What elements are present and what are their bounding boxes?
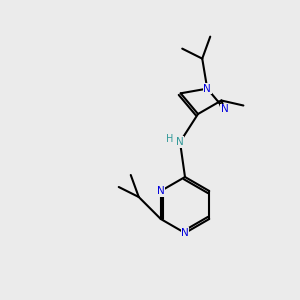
Text: N: N: [203, 84, 211, 94]
Text: N: N: [221, 104, 229, 114]
Text: H: H: [166, 134, 174, 144]
Text: N: N: [181, 228, 189, 238]
Text: N: N: [176, 137, 184, 147]
Text: N: N: [157, 186, 165, 196]
